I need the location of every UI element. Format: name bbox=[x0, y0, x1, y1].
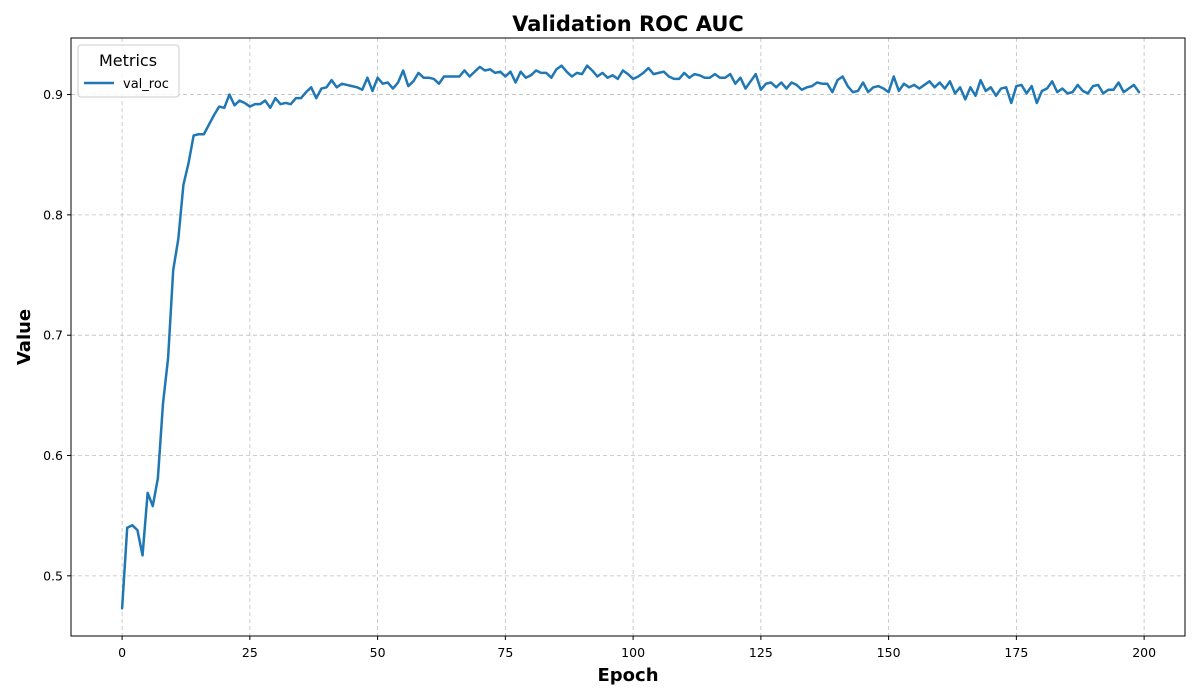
y-tick-label: 0.8 bbox=[43, 207, 63, 222]
grid-layer bbox=[71, 38, 1185, 636]
x-tick-label: 200 bbox=[1132, 645, 1156, 660]
x-tick-label: 25 bbox=[242, 645, 258, 660]
y-tick-label: 0.7 bbox=[43, 328, 63, 343]
chart-title: Validation ROC AUC bbox=[512, 12, 744, 36]
series-layer bbox=[120, 64, 1141, 610]
series-line-val_roc bbox=[120, 64, 1141, 610]
y-tick-label: 0.6 bbox=[43, 448, 63, 463]
x-tick-label: 150 bbox=[877, 645, 901, 660]
x-tick-label: 0 bbox=[118, 645, 126, 660]
legend-label: val_roc bbox=[123, 77, 169, 92]
plot-frame bbox=[70, 37, 1186, 637]
x-tick-label: 75 bbox=[497, 645, 513, 660]
y-tick-label: 0.5 bbox=[43, 568, 63, 583]
x-axis-label: Epoch bbox=[597, 665, 658, 686]
x-tick-label: 100 bbox=[621, 645, 645, 660]
y-axis-label: Value bbox=[14, 309, 35, 365]
x-tick-label: 125 bbox=[749, 645, 773, 660]
x-tick-label: 50 bbox=[370, 645, 386, 660]
legend: Metrics val_roc bbox=[77, 44, 180, 98]
y-tick-label: 0.9 bbox=[43, 87, 63, 102]
legend-title: Metrics bbox=[99, 51, 157, 70]
tick-layer: 0 25 50 75 100 125 150 175 200 0.5 0.6 0.7 0.8 0.9 bbox=[43, 87, 1156, 660]
x-tick-label: 175 bbox=[1004, 645, 1028, 660]
